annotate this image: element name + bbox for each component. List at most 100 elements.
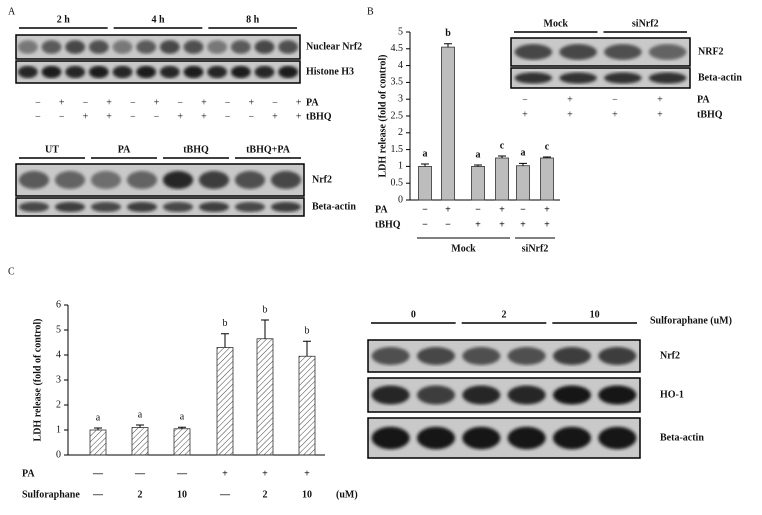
treatment-label: tBHQ bbox=[375, 219, 401, 230]
treatment-mark: 2 bbox=[263, 489, 268, 500]
blot-band bbox=[462, 347, 501, 365]
bar-label: a bbox=[96, 412, 101, 423]
blot-band bbox=[41, 65, 62, 79]
blot-title: Sulforaphane (uM) bbox=[650, 315, 732, 326]
blot-strip bbox=[15, 34, 301, 60]
bar bbox=[495, 157, 509, 201]
group-label: Mock bbox=[451, 243, 476, 254]
treatment-mark: − bbox=[422, 204, 428, 215]
y-tick-label: 0 bbox=[56, 449, 61, 460]
blot-band bbox=[552, 385, 592, 405]
y-tick-label: 5 bbox=[398, 26, 403, 37]
blot-band bbox=[270, 201, 302, 213]
treatment-mark: + bbox=[304, 468, 310, 479]
error-bar bbox=[444, 43, 452, 48]
treatment-mark: + bbox=[272, 111, 278, 122]
treatment-mark: + bbox=[177, 111, 183, 122]
error-bar bbox=[221, 333, 229, 348]
blot-band-label: Beta-actin bbox=[698, 72, 742, 83]
blot-band-label: Histone H3 bbox=[306, 66, 354, 77]
blot-band bbox=[230, 40, 251, 54]
blot-band-label: Nrf2 bbox=[660, 350, 680, 361]
treatment-mark: + bbox=[499, 219, 505, 230]
blot-group-label: siNrf2 bbox=[632, 18, 659, 29]
blot-band bbox=[126, 171, 158, 189]
treatment-mark: − bbox=[248, 111, 254, 122]
error-bar bbox=[178, 426, 186, 429]
blot-band bbox=[207, 40, 228, 54]
blot-band bbox=[598, 426, 637, 450]
blot-band bbox=[507, 426, 546, 450]
treatment-mark: + bbox=[262, 468, 268, 479]
bar bbox=[516, 165, 530, 201]
bar bbox=[441, 46, 455, 201]
blot-band bbox=[18, 201, 50, 213]
treatment-mark: 10 bbox=[177, 489, 187, 500]
y-axis-label: LDH release (fold of control) bbox=[32, 319, 43, 442]
blot-band bbox=[514, 44, 553, 60]
blot-band bbox=[54, 171, 86, 189]
bar bbox=[256, 338, 274, 456]
blot-strip bbox=[367, 377, 641, 413]
blot-band bbox=[559, 72, 597, 84]
blot-band bbox=[598, 347, 637, 365]
y-tick-label: 3 bbox=[56, 374, 61, 385]
blot-band bbox=[112, 40, 133, 54]
panel-label: A bbox=[8, 6, 16, 17]
treatment-mark: + bbox=[499, 204, 505, 215]
bar bbox=[173, 428, 191, 456]
blot-band bbox=[514, 72, 553, 84]
blot-group-label: UT bbox=[45, 144, 59, 155]
blot-band bbox=[416, 385, 456, 405]
treatment-mark: 2 bbox=[138, 489, 143, 500]
treatment-mark: + bbox=[201, 111, 207, 122]
bar bbox=[298, 355, 316, 456]
treatment-mark: − bbox=[154, 111, 160, 122]
y-tick-label: 1 bbox=[398, 161, 403, 172]
blot-band-label: NRF2 bbox=[698, 46, 724, 57]
treatment-mark: − bbox=[612, 94, 618, 105]
bar-label: a bbox=[138, 409, 143, 420]
treatment-mark: + bbox=[520, 219, 526, 230]
blot-band-label: Nuclear Nrf2 bbox=[306, 41, 362, 52]
blot-band bbox=[65, 65, 86, 79]
treatment-label: PA bbox=[22, 468, 35, 479]
treatment-mark: + bbox=[475, 219, 481, 230]
bar bbox=[131, 427, 149, 456]
blot-band bbox=[159, 65, 180, 79]
blot-band bbox=[88, 40, 109, 54]
blot-band bbox=[88, 65, 109, 79]
blot-band bbox=[90, 171, 122, 189]
bar bbox=[540, 157, 554, 201]
treatment-mark: — bbox=[134, 468, 146, 479]
treatment-mark: − bbox=[225, 111, 231, 122]
blot-band bbox=[162, 171, 194, 189]
y-tick-label: 1 bbox=[56, 424, 61, 435]
treatment-mark: − bbox=[177, 97, 183, 108]
blot-strip bbox=[15, 197, 305, 217]
error-bar bbox=[498, 155, 506, 158]
blot-band-label: Beta-actin bbox=[660, 432, 704, 443]
treatment-mark: + bbox=[544, 219, 550, 230]
treatment-mark: + bbox=[296, 111, 302, 122]
panel-label: B bbox=[367, 6, 374, 17]
blot-band bbox=[462, 426, 501, 450]
blot-band bbox=[559, 44, 597, 60]
treatment-mark: − bbox=[35, 97, 41, 108]
bar-label: a bbox=[180, 412, 185, 423]
treatment-mark: + bbox=[296, 97, 302, 108]
blot-band bbox=[126, 201, 158, 213]
blot-group-label: 10 bbox=[590, 309, 600, 320]
blot-group-label: 2 bbox=[502, 309, 507, 320]
treatment-mark: − bbox=[520, 204, 526, 215]
bar-label: a bbox=[476, 149, 481, 160]
error-bar bbox=[261, 319, 269, 339]
blot-band bbox=[416, 426, 456, 450]
bar-label: a bbox=[521, 148, 526, 159]
blot-band bbox=[648, 44, 687, 60]
treatment-mark: − bbox=[422, 219, 428, 230]
bar-label: b bbox=[305, 326, 310, 337]
blot-band bbox=[198, 171, 230, 189]
treatment-mark: + bbox=[612, 109, 618, 120]
blot-band bbox=[507, 385, 546, 405]
